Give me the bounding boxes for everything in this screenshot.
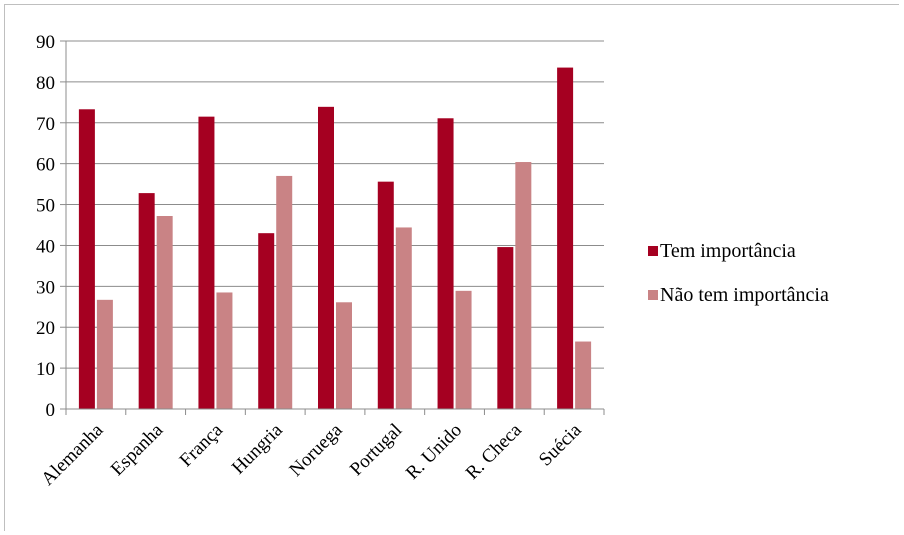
y-tick-label: 40: [36, 236, 55, 257]
bar-tem-importancia: [318, 106, 334, 409]
y-tick-label: 50: [36, 196, 55, 217]
x-tick-label: Alemanha: [37, 419, 107, 489]
axes: [60, 40, 605, 415]
bar-tem-importancia: [78, 109, 95, 409]
y-tick-label: 90: [36, 32, 55, 53]
legend-label: Tem importância: [660, 240, 796, 262]
bar-nao-tem-importancia: [575, 341, 592, 409]
y-tick-label: 30: [36, 277, 55, 298]
bar-nao-tem-importancia: [515, 162, 532, 409]
legend: Tem importância Não tem importância: [648, 240, 829, 306]
x-tick-label: Hungria: [228, 419, 287, 478]
x-tick-label: Espanha: [107, 419, 168, 480]
y-tick-label: 60: [36, 155, 55, 176]
chart-frame: [4, 4, 899, 531]
y-tick-label: 10: [36, 359, 55, 380]
bar-nao-tem-importancia: [336, 302, 352, 409]
x-tick-label: Noruega: [285, 419, 347, 481]
y-tick-label: 70: [36, 114, 55, 135]
x-tick-label: R. Unido: [402, 420, 466, 484]
bar-tem-importancia: [198, 116, 215, 410]
bars: [78, 67, 592, 410]
bar-nao-tem-importancia: [216, 292, 233, 409]
bar-nao-tem-importancia: [395, 227, 412, 409]
y-tick-label: 0: [46, 400, 56, 421]
bar-nao-tem-importancia: [96, 299, 113, 409]
x-tick-label: Portugal: [346, 420, 406, 480]
bar-tem-importancia: [557, 67, 574, 410]
x-tick-label: R. Checa: [462, 419, 526, 483]
legend-swatch: [648, 290, 658, 300]
y-tick-label: 20: [36, 318, 55, 339]
bar-tem-importancia: [497, 247, 514, 409]
bar-nao-tem-importancia: [455, 290, 472, 409]
bar-tem-importancia: [138, 193, 155, 409]
bar-tem-importancia: [258, 233, 275, 409]
bar-nao-tem-importancia: [276, 175, 293, 409]
x-tick-label: França: [176, 419, 228, 471]
y-tick-label: 80: [36, 73, 55, 94]
legend-swatch: [648, 246, 658, 256]
gridlines: [66, 40, 604, 369]
bar-nao-tem-importancia: [156, 216, 173, 409]
legend-label: Não tem importância: [660, 284, 829, 306]
bar-tem-importancia: [377, 181, 394, 409]
bar-tem-importancia: [437, 118, 454, 409]
y-tick-labels: 0 10 20 30 40 50 60 70 80 90: [36, 32, 55, 421]
x-tick-label: Suécia: [535, 419, 586, 470]
